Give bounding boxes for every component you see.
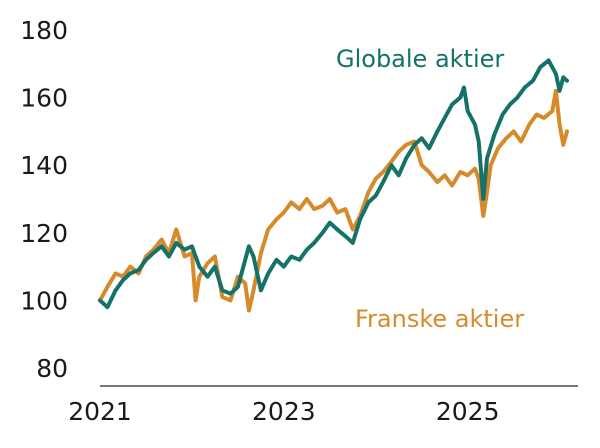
x-tick-label: 2023: [252, 397, 316, 426]
x-axis: 2021 2023 2025: [68, 397, 499, 426]
series-line-franske-aktier: [98, 88, 569, 313]
x-tick-label: 2021: [68, 397, 132, 426]
y-axis: 80 100 120 140 160 180: [20, 16, 68, 383]
y-tick-label: 140: [20, 151, 68, 180]
x-tick-label: 2025: [436, 397, 500, 426]
series-label-franske-aktier: Franske aktier: [355, 305, 524, 333]
series-layer: [98, 58, 569, 313]
series-label-globale-aktier: Globale aktier: [336, 45, 504, 73]
y-tick-label: 120: [20, 219, 68, 248]
y-tick-label: 80: [36, 354, 68, 383]
y-tick-label: 160: [20, 84, 68, 113]
y-tick-label: 180: [20, 16, 68, 45]
series-line-globale-aktier: [98, 58, 569, 310]
y-tick-label: 100: [20, 286, 68, 315]
